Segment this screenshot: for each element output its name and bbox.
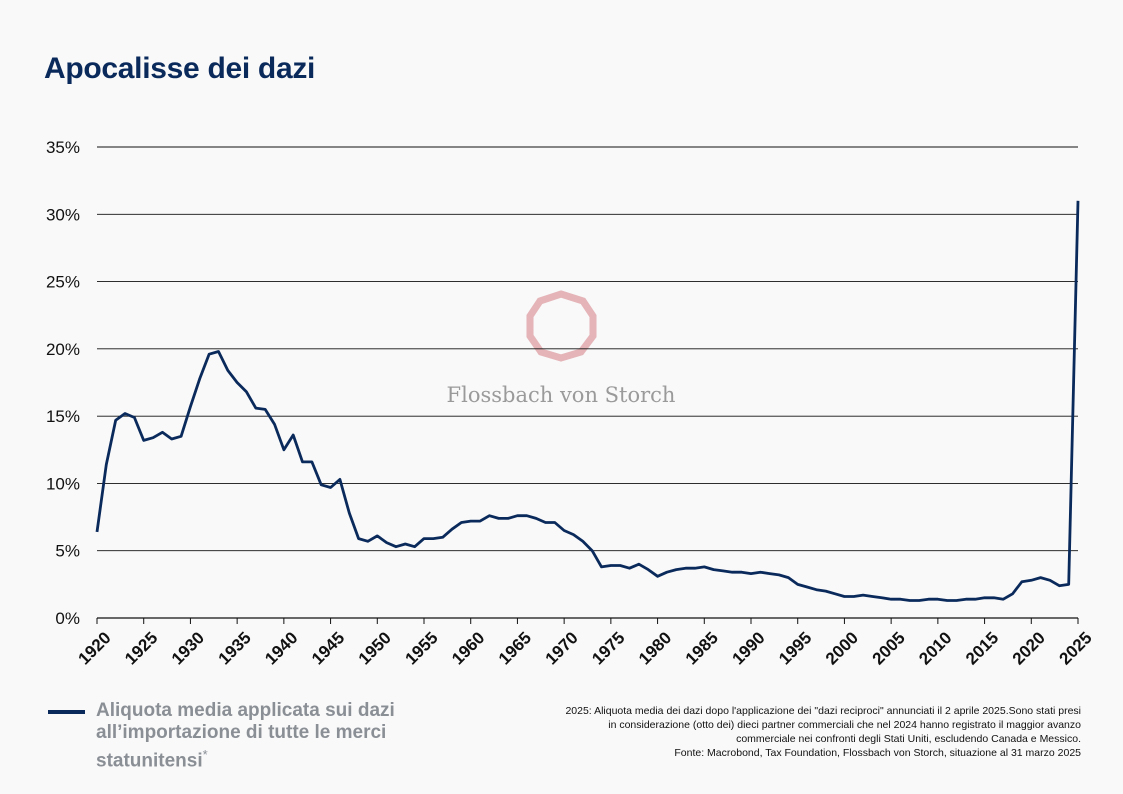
y-tick-label: 10%: [46, 474, 80, 493]
x-tick-label: 2000: [822, 628, 862, 668]
x-tick-label: 2025: [1055, 628, 1095, 668]
x-tick-label: 2005: [869, 628, 909, 668]
x-tick-label: 1985: [682, 628, 722, 668]
x-tick-label: 2010: [915, 628, 955, 668]
y-axis-ticks: 0% 5% 10% 15% 20% 25% 30% 35%: [46, 138, 80, 628]
x-axis: 1920 1925 1930 1935 1940 1945 1950 1955 1960 1965…: [74, 618, 1096, 668]
footnote-line: in considerazione (otto dei) dieci partn…: [608, 719, 1081, 731]
x-tick-label: 1935: [215, 628, 255, 668]
legend-label-text: Aliquota media applicata sui dazi all’im…: [96, 700, 395, 772]
y-tick-label: 15%: [46, 407, 80, 426]
legend-label: Aliquota media applicata sui dazi all’im…: [96, 700, 426, 772]
footnote-line: 2025: Aliquota media dei dazi dopo l'app…: [565, 705, 1081, 717]
y-tick-label: 25%: [46, 273, 80, 292]
chart-title: Apocalisse dei dazi: [44, 52, 316, 85]
y-tick-label: 20%: [46, 340, 80, 359]
x-tick-label: 2020: [1009, 628, 1049, 668]
x-tick-label: 2015: [962, 628, 1002, 668]
x-tick-label: 1945: [308, 628, 348, 668]
series-layer: [95, 200, 1080, 602]
x-tick-label: 1930: [168, 628, 208, 668]
x-tick-label: 1965: [495, 628, 535, 668]
watermark-text: Flossbach von Storch: [447, 383, 676, 407]
x-tick-label: 1990: [728, 628, 768, 668]
gridlines: [97, 146, 1078, 619]
y-tick-label: 0%: [55, 609, 80, 628]
watermark-logo-icon: [526, 290, 597, 362]
x-tick-label: 1920: [74, 628, 114, 668]
x-tick-label: 1960: [448, 628, 488, 668]
y-tick-label: 5%: [55, 542, 80, 561]
series-line: [95, 200, 1080, 602]
source-line: Fonte: Macrobond, Tax Foundation, Flossb…: [674, 747, 1081, 759]
y-tick-label: 35%: [46, 138, 80, 157]
watermark: Flossbach von Storch: [447, 290, 676, 407]
x-tick-label: 1950: [355, 628, 395, 668]
legend-footnote-marker: *: [202, 747, 208, 762]
x-tick-label: 1925: [121, 628, 161, 668]
x-tick-label: 1980: [635, 628, 675, 668]
x-tick-label: 1970: [542, 628, 582, 668]
x-tick-label: 1975: [588, 628, 628, 668]
legend-swatch: [48, 710, 85, 714]
y-tick-label: 30%: [46, 205, 80, 224]
x-tick-label: 1940: [261, 628, 301, 668]
x-tick-label: 1995: [775, 628, 815, 668]
x-tick-label: 1955: [401, 628, 441, 668]
footnote: 2025: Aliquota media dei dazi dopo l'app…: [521, 704, 1081, 760]
footnote-line: commerciale nei confronti degli Stati Un…: [736, 733, 1081, 745]
